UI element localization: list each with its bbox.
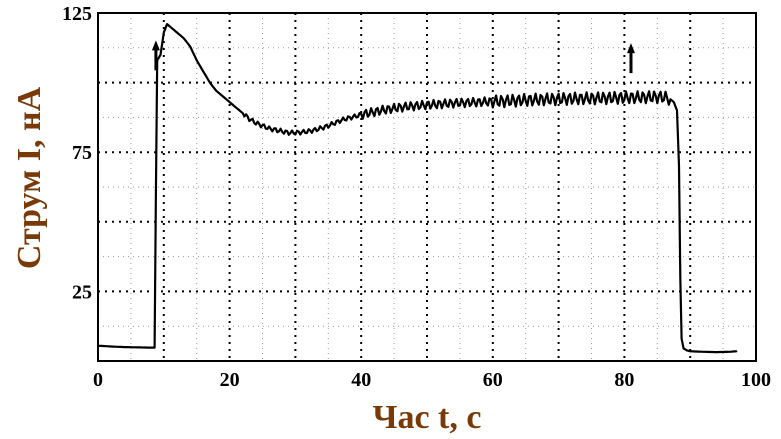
arrow-up-icon [151, 40, 160, 71]
tick-labels: 0 20 40 60 80 100 25 75 125 [62, 3, 771, 391]
major-gridlines [98, 13, 756, 361]
x-tick-label: 100 [741, 369, 771, 391]
x-tick-label: 60 [483, 369, 503, 391]
annotations [151, 40, 635, 74]
series-line [96, 23, 738, 354]
x-tick-label: 40 [351, 369, 371, 391]
plot-frame [97, 12, 757, 362]
y-tick-label: 75 [72, 142, 92, 164]
y-axis-label: Струм I, нА [11, 86, 48, 269]
x-tick-label: 0 [93, 369, 103, 391]
x-tick-label: 80 [614, 369, 634, 391]
x-axis-label: Час t, с [373, 399, 482, 436]
y-tick-label: 125 [62, 3, 92, 25]
y-tick-label: 25 [72, 281, 92, 303]
minor-gridlines [98, 13, 756, 361]
x-tick-label: 20 [220, 369, 240, 391]
arrow-up-icon [626, 43, 635, 74]
